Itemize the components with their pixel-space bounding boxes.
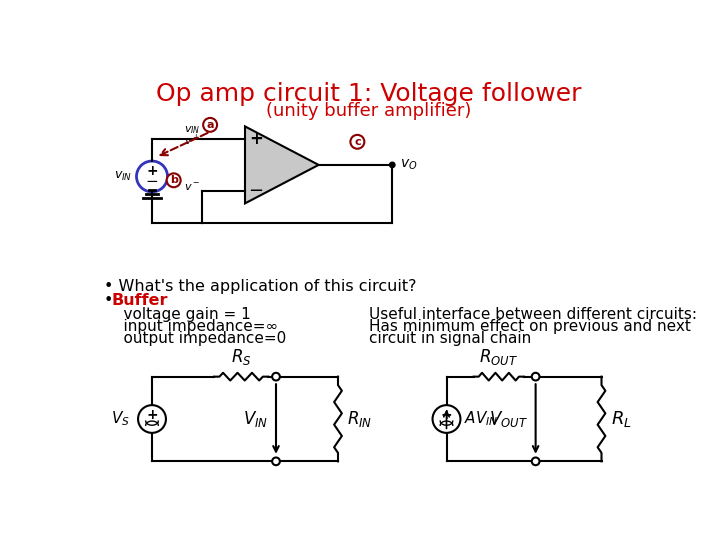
Circle shape (272, 457, 280, 465)
Text: a: a (207, 120, 214, 130)
Circle shape (203, 118, 217, 132)
Text: $AV_{IN}$: $AV_{IN}$ (464, 410, 499, 428)
Text: +: + (249, 130, 263, 148)
Text: output impedance=0: output impedance=0 (104, 331, 287, 346)
Text: +: + (441, 408, 452, 422)
Text: $R_{IN}$: $R_{IN}$ (347, 409, 373, 429)
Circle shape (167, 173, 181, 187)
Text: • What's the application of this circuit?: • What's the application of this circuit… (104, 279, 416, 294)
Circle shape (433, 405, 461, 433)
Text: Has minimum effect on previous and next: Has minimum effect on previous and next (369, 319, 691, 334)
Circle shape (532, 457, 539, 465)
Text: $R_S$: $R_S$ (231, 347, 251, 367)
Polygon shape (245, 126, 319, 204)
Text: $v_{IN}$: $v_{IN}$ (114, 170, 132, 183)
Text: c: c (354, 137, 361, 147)
Circle shape (272, 373, 280, 381)
Text: Buffer: Buffer (112, 293, 168, 308)
Text: −: − (145, 174, 158, 190)
Circle shape (390, 162, 395, 167)
Circle shape (137, 161, 168, 192)
Text: circuit in signal chain: circuit in signal chain (369, 331, 531, 346)
Text: $v^-$: $v^-$ (184, 181, 200, 193)
Text: •: • (104, 293, 113, 308)
Text: $R_L$: $R_L$ (611, 409, 631, 429)
Text: +: + (146, 164, 158, 178)
Text: Op amp circuit 1: Voltage follower: Op amp circuit 1: Voltage follower (156, 82, 582, 106)
Text: −: − (248, 182, 264, 200)
Text: input impedance=∞: input impedance=∞ (104, 319, 278, 334)
Text: $V_S$: $V_S$ (112, 410, 130, 428)
Text: voltage gain = 1: voltage gain = 1 (104, 307, 251, 322)
Text: $V_{OUT}$: $V_{OUT}$ (489, 409, 528, 429)
Circle shape (351, 135, 364, 148)
Text: $v_{IN}$: $v_{IN}$ (184, 125, 200, 137)
Text: Useful interface between different circuits:: Useful interface between different circu… (369, 307, 697, 322)
Text: $V_{IN}$: $V_{IN}$ (243, 409, 269, 429)
Circle shape (532, 373, 539, 381)
Text: $v_O$: $v_O$ (400, 158, 418, 172)
Text: b: b (170, 176, 178, 185)
Text: +: + (146, 408, 158, 422)
Circle shape (138, 405, 166, 433)
Text: (unity buffer amplifier): (unity buffer amplifier) (266, 102, 472, 120)
Text: $R_{OUT}$: $R_{OUT}$ (479, 347, 518, 367)
Text: $v^+$: $v^+$ (184, 132, 200, 148)
